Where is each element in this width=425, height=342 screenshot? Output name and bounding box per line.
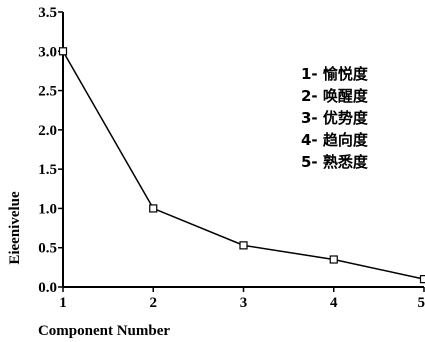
data-point-marker [58,47,68,56]
legend-entry: 2- 唤醒度 [301,87,369,105]
x-tick-label: 1 [59,295,67,311]
y-tick-label: 3.0 [38,44,57,60]
y-tick-label: 2.5 [38,84,57,100]
y-tick-label: 0.0 [38,280,57,296]
data-point-marker [239,241,248,250]
x-axis-ticks: 1 2 3 4 5 [59,287,425,311]
legend-entry: 1- 愉悦度 [301,65,369,83]
x-axis-title: Component Number [38,323,170,339]
data-point-marker [419,275,425,284]
y-axis-title: Eieenivelue [7,191,23,265]
legend-entry: 5- 熟悉度 [301,153,369,171]
y-tick-label: 1.0 [38,201,57,217]
x-tick-label: 3 [240,295,248,311]
legend-entry: 4- 趋向度 [301,131,369,149]
legend-entry: 3- 优势度 [301,109,369,127]
data-point-marker [149,204,158,213]
factor-legend: 1- 愉悦度 2- 唤醒度 3- 优势度 4- 趋向度 5- 熟悉度 [301,65,369,171]
x-tick-label: 5 [418,295,425,311]
x-tick-label: 4 [330,295,338,311]
y-axis-ticks: 0.0 0.5 1.0 1.5 2.0 2.5 3.0 3.5 [38,5,63,296]
data-point-marker [329,255,338,264]
y-tick-label: 0.5 [38,241,57,257]
y-tick-label: 3.5 [38,5,57,21]
y-tick-label: 1.5 [38,162,57,178]
eigenvalue-series [58,47,425,284]
y-tick-label: 2.0 [38,123,57,139]
x-tick-label: 2 [150,295,158,311]
